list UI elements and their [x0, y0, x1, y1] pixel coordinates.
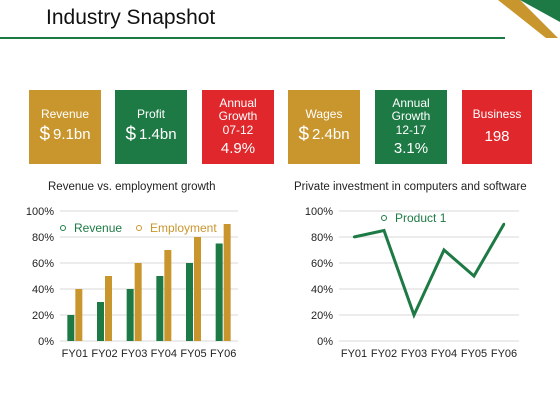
stat-value: $2.4bn	[298, 123, 350, 145]
y-tick-label: 100%	[26, 206, 54, 218]
bar-employment-fy06	[223, 224, 231, 341]
stat-card-business: Business 198	[462, 90, 532, 164]
x-tick-label: FY01	[62, 348, 88, 360]
dollar-icon: $	[39, 123, 51, 145]
stat-label: Wages	[305, 107, 343, 122]
x-tick-label: FY04	[431, 348, 457, 360]
data-point-fy05	[472, 274, 476, 278]
x-tick-label: FY03	[121, 348, 147, 360]
bar-revenue-fy05	[186, 263, 193, 341]
legend-label-employment: Employment	[150, 221, 217, 235]
x-tick-label: FY06	[210, 348, 236, 360]
x-tick-label: FY06	[491, 348, 517, 360]
legend-label-revenue: Revenue	[74, 221, 122, 235]
y-tick-label: 80%	[32, 232, 54, 244]
stat-value: 3.1%	[393, 140, 429, 158]
bar-revenue-fy02	[97, 302, 104, 341]
y-tick-label: 40%	[311, 284, 333, 296]
series-line-product-1	[353, 223, 506, 319]
data-point-fy03	[412, 313, 416, 317]
y-tick-label: 60%	[32, 258, 54, 270]
y-tick-label: 80%	[311, 232, 333, 244]
stat-label: Annual Growth 12-17	[391, 95, 431, 138]
data-point-fy01	[352, 235, 356, 239]
y-tick-label: 40%	[32, 284, 54, 296]
stat-value: $1.4bn	[125, 123, 177, 145]
bar-revenue-fy03	[126, 289, 134, 341]
dollar-icon: $	[125, 123, 137, 145]
y-tick-label: 20%	[311, 310, 333, 322]
data-point-fy06	[502, 222, 506, 226]
stat-card-revenue: Revenue $9.1bn	[29, 90, 101, 164]
bar-revenue-fy01	[67, 315, 75, 341]
x-tick-label: FY01	[341, 348, 367, 360]
y-tick-label: 0%	[317, 336, 333, 348]
stat-label: Annual Growth 07-12	[218, 95, 258, 138]
header-rule	[0, 37, 505, 39]
bar-employment-fy02	[105, 276, 112, 341]
x-tick-label: FY02	[91, 348, 117, 360]
y-tick-label: 100%	[305, 206, 333, 218]
legend-marker-revenue	[60, 225, 66, 231]
stat-card-annual-growth-07-12: Annual Growth 07-12 4.9%	[202, 90, 274, 164]
legend-marker-employment	[136, 225, 142, 231]
data-point-fy02	[382, 229, 386, 232]
legend-label-product-1: Product 1	[395, 211, 447, 225]
corner-gold-stripe	[498, 0, 558, 38]
page-title: Industry Snapshot	[46, 6, 216, 29]
x-tick-label: FY05	[461, 348, 487, 360]
stat-card-profit: Profit $1.4bn	[115, 90, 187, 164]
y-tick-label: 0%	[38, 336, 54, 348]
stat-label: Profit	[136, 107, 165, 122]
y-tick-label: 20%	[32, 310, 54, 322]
y-tick-label: 60%	[311, 258, 333, 270]
stat-card-wages: Wages $2.4bn	[288, 90, 360, 164]
bar-revenue-fy06	[215, 243, 223, 341]
x-tick-label: FY03	[401, 348, 427, 360]
dollar-icon: $	[298, 123, 310, 145]
stat-card-annual-growth-12-17: Annual Growth 12-17 3.1%	[375, 90, 447, 164]
bar-employment-fy05	[194, 237, 201, 341]
stat-cards: Revenue $9.1bn Profit $1.4bn Annual Grow…	[0, 0, 560, 170]
bar-employment-fy04	[164, 250, 172, 341]
data-point-fy04	[442, 248, 446, 252]
x-tick-label: FY05	[180, 348, 206, 360]
bar-revenue-fy04	[156, 276, 164, 341]
stat-value: 198	[484, 128, 510, 146]
bar-employment-fy03	[134, 263, 142, 341]
x-tick-label: FY04	[151, 348, 177, 360]
x-tick-label: FY02	[371, 348, 397, 360]
stat-label: Revenue	[40, 107, 90, 122]
stat-label: Business	[472, 107, 522, 122]
stat-value: 4.9%	[220, 140, 256, 158]
bar-chart-title: Revenue vs. employment growth	[48, 181, 216, 193]
line-chart-title: Private investment in computers and soft…	[294, 181, 527, 193]
legend-marker-product-1	[381, 215, 387, 221]
bar-employment-fy01	[75, 289, 83, 341]
corner-decoration	[498, 0, 560, 38]
stat-value: $9.1bn	[39, 123, 91, 145]
corner-green-stripe	[520, 0, 560, 22]
